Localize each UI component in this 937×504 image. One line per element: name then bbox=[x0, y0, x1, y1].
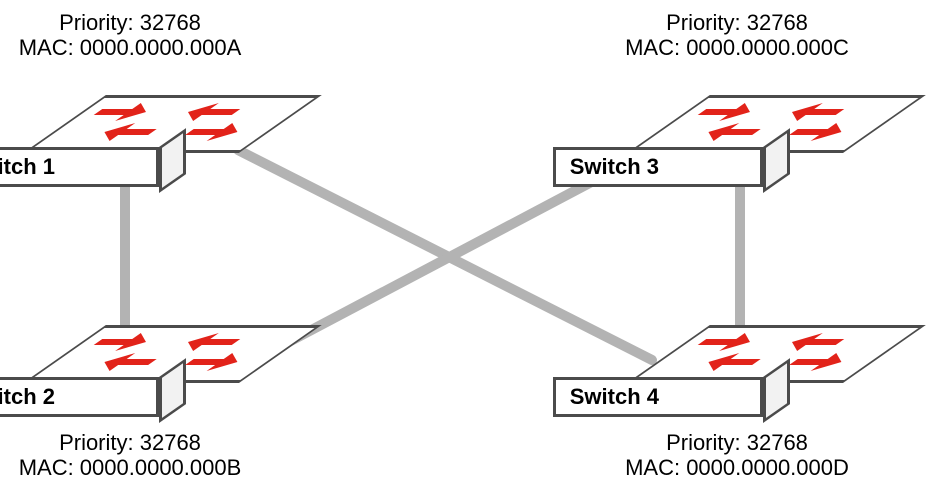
switch-4: Switch 4 bbox=[627, 325, 937, 417]
switch-2-arrows-icon bbox=[23, 325, 307, 377]
switch-1-name: Switch 1 bbox=[0, 154, 55, 180]
switch-3-mac: MAC: 0000.0000.000C bbox=[597, 35, 877, 60]
switch-4-front: Switch 4 bbox=[553, 377, 763, 417]
switch-1-arrows-icon bbox=[23, 95, 307, 147]
switch-4-mac: MAC: 0000.0000.000D bbox=[597, 455, 877, 480]
switch-3: Switch 3 bbox=[627, 95, 937, 187]
switch-2-label: Priority: 32768 MAC: 0000.0000.000B bbox=[0, 430, 270, 481]
switch-1-label: Priority: 32768 MAC: 0000.0000.000A bbox=[0, 10, 270, 61]
switch-3-label: Priority: 32768 MAC: 0000.0000.000C bbox=[597, 10, 877, 61]
switch-1-priority: Priority: 32768 bbox=[0, 10, 270, 35]
switch-3-priority: Priority: 32768 bbox=[597, 10, 877, 35]
switch-2: Switch 2 bbox=[23, 325, 334, 417]
switch-4-arrows-icon bbox=[627, 325, 911, 377]
network-links bbox=[0, 0, 937, 504]
switch-3-name: Switch 3 bbox=[570, 154, 659, 180]
switch-4-name: Switch 4 bbox=[570, 384, 659, 410]
switch-1-mac: MAC: 0000.0000.000A bbox=[0, 35, 270, 60]
switch-2-front: Switch 2 bbox=[0, 377, 159, 417]
switch-1-front: Switch 1 bbox=[0, 147, 159, 187]
switch-2-priority: Priority: 32768 bbox=[0, 430, 270, 455]
switch-2-mac: MAC: 0000.0000.000B bbox=[0, 455, 270, 480]
switch-2-name: Switch 2 bbox=[0, 384, 55, 410]
switch-4-priority: Priority: 32768 bbox=[597, 430, 877, 455]
switch-3-front: Switch 3 bbox=[553, 147, 763, 187]
switch-3-arrows-icon bbox=[627, 95, 911, 147]
switch-1: Switch 1 bbox=[23, 95, 334, 187]
switch-4-label: Priority: 32768 MAC: 0000.0000.000D bbox=[597, 430, 877, 481]
